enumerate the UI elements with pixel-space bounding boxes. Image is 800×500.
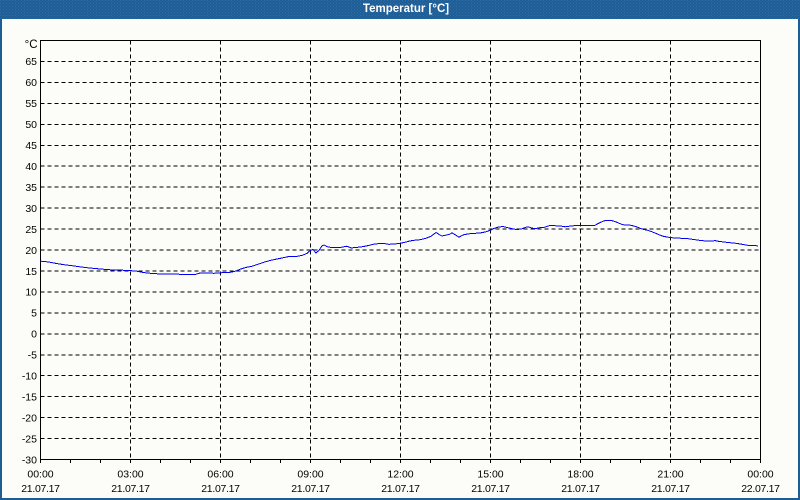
svg-text:30: 30 — [25, 203, 37, 215]
svg-text:21.07.17: 21.07.17 — [561, 483, 600, 495]
svg-text:21.07.17: 21.07.17 — [651, 483, 690, 495]
svg-text:20: 20 — [25, 245, 37, 257]
svg-text:55: 55 — [25, 98, 37, 110]
svg-text:21.07.17: 21.07.17 — [471, 483, 510, 495]
svg-text:12:00: 12:00 — [387, 469, 413, 481]
svg-text:40: 40 — [25, 161, 37, 173]
svg-text:21.07.17: 21.07.17 — [21, 483, 60, 495]
svg-text:65: 65 — [25, 56, 37, 68]
svg-text:18:00: 18:00 — [567, 469, 593, 481]
svg-text:21.07.17: 21.07.17 — [201, 483, 240, 495]
svg-text:03:00: 03:00 — [117, 469, 143, 481]
svg-text:15:00: 15:00 — [477, 469, 503, 481]
svg-text:-30: -30 — [22, 454, 37, 466]
svg-text:-5: -5 — [28, 350, 37, 362]
svg-text:-15: -15 — [22, 392, 37, 404]
svg-text:5: 5 — [31, 308, 37, 320]
svg-text:22.07.17: 22.07.17 — [741, 483, 780, 495]
svg-text:-10: -10 — [22, 371, 37, 383]
svg-text:45: 45 — [25, 140, 37, 152]
svg-text:21:00: 21:00 — [657, 469, 683, 481]
svg-text:50: 50 — [25, 119, 37, 131]
svg-text:00:00: 00:00 — [747, 469, 773, 481]
svg-text:21.07.17: 21.07.17 — [291, 483, 330, 495]
svg-text:09:00: 09:00 — [297, 469, 323, 481]
svg-text:0: 0 — [31, 329, 37, 341]
svg-text:00:00: 00:00 — [27, 469, 53, 481]
svg-text:60: 60 — [25, 77, 37, 89]
svg-text:-20: -20 — [22, 412, 37, 424]
svg-text:35: 35 — [25, 182, 37, 194]
svg-text:°C: °C — [25, 39, 38, 51]
svg-text:10: 10 — [25, 287, 37, 299]
svg-text:21.07.17: 21.07.17 — [111, 483, 150, 495]
svg-text:25: 25 — [25, 224, 37, 236]
svg-text:21.07.17: 21.07.17 — [381, 483, 420, 495]
svg-text:15: 15 — [25, 266, 37, 278]
svg-text:-25: -25 — [22, 433, 37, 445]
svg-text:06:00: 06:00 — [207, 469, 233, 481]
